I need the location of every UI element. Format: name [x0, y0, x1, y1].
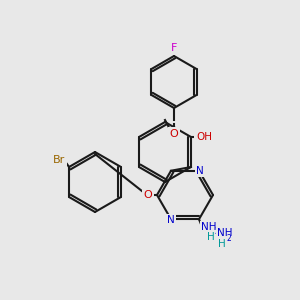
Text: Br: Br [53, 155, 65, 165]
Text: NH: NH [217, 228, 233, 238]
Text: NH: NH [201, 222, 217, 232]
Text: H: H [207, 232, 215, 242]
Text: OH: OH [196, 132, 212, 142]
Text: F: F [171, 43, 177, 53]
Text: O: O [169, 129, 178, 139]
Text: H: H [218, 239, 226, 249]
Text: N: N [167, 215, 175, 225]
Text: O: O [144, 190, 152, 200]
Text: 2: 2 [226, 234, 231, 243]
Text: 2: 2 [214, 227, 219, 236]
Text: N: N [196, 166, 204, 176]
